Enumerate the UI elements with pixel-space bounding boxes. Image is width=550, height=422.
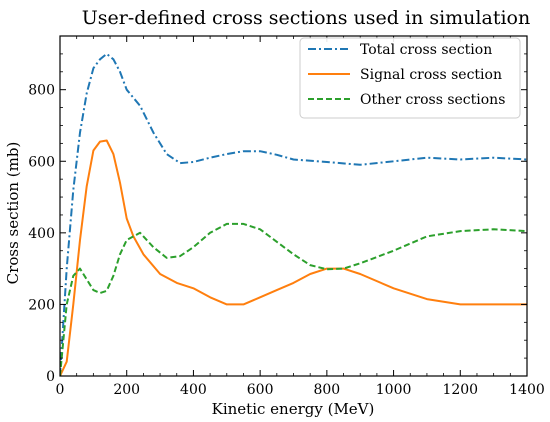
y-tick-label: 800 — [28, 83, 55, 99]
legend-label-2: Signal cross section — [360, 67, 502, 83]
series-lines — [60, 52, 527, 376]
legend-box — [299, 37, 521, 119]
x-axis-label: Kinetic energy (MeV) — [212, 400, 375, 418]
x-tick-label: 800 — [313, 382, 340, 398]
series-line-1 — [60, 52, 527, 376]
y-tick-label: 200 — [28, 297, 55, 313]
x-tick-label: 1000 — [376, 382, 412, 398]
x-tick-label: 200 — [113, 382, 140, 398]
x-tick-label: 0 — [56, 382, 65, 398]
x-tick-label: 1400 — [509, 382, 545, 398]
y-tick-label: 600 — [28, 154, 55, 170]
legend-label-1: Total cross section — [360, 42, 492, 58]
legend: Total cross section Signal cross section O… — [299, 37, 521, 119]
x-tick-label: 400 — [180, 382, 207, 398]
y-tick-label: 400 — [28, 226, 55, 242]
series-line-3 — [60, 222, 527, 376]
y-tick-label: 0 — [46, 369, 55, 385]
plot-area: 0 200 400 600 800 1000 1200 1400 0 200 400 600 800 To… — [28, 35, 545, 398]
chart-title: User-defined cross sections used in simu… — [82, 7, 530, 29]
x-tick-label: 600 — [247, 382, 274, 398]
x-tick-label: 1200 — [442, 382, 478, 398]
legend-label-3: Other cross sections — [360, 92, 505, 108]
series-line-2 — [60, 139, 527, 376]
y-axis-label: Cross section (mb) — [4, 142, 22, 285]
